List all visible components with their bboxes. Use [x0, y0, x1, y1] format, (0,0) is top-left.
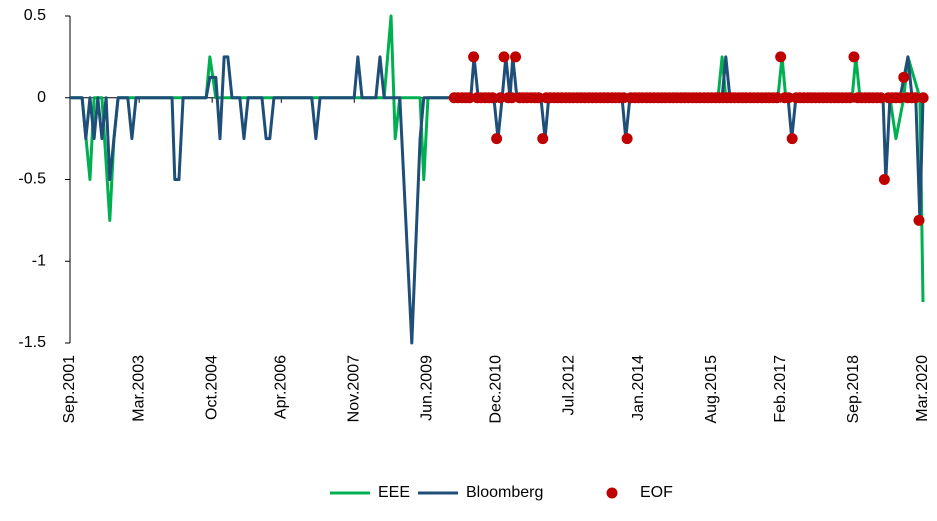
marker — [771, 92, 783, 104]
marker — [875, 92, 887, 104]
marker — [783, 92, 795, 104]
marker — [898, 71, 910, 83]
y-tick-label: -0.5 — [18, 171, 46, 188]
marker — [917, 92, 929, 104]
x-tick-label: Aug.2015 — [703, 355, 720, 424]
x-tick-label: Feb.2017 — [772, 355, 789, 423]
marker — [486, 92, 498, 104]
x-tick-label: Sep.2001 — [61, 355, 78, 424]
marker — [844, 92, 856, 104]
x-tick-label: Jun.2009 — [419, 355, 436, 421]
marker — [494, 92, 506, 104]
x-tick-label: Dec.2010 — [488, 355, 505, 424]
line-series — [70, 14, 925, 303]
legend-label: EEE — [378, 484, 410, 501]
marker — [909, 92, 921, 104]
x-tick-label: Mar.2020 — [914, 355, 931, 422]
marker — [848, 51, 860, 63]
x-tick-label: Sep.2018 — [845, 355, 862, 424]
marker — [491, 133, 503, 145]
legend-label: Bloomberg — [466, 484, 543, 501]
legend-marker — [606, 487, 618, 499]
x-tick-label: Jan.2014 — [630, 355, 647, 421]
marker — [468, 51, 480, 63]
legend-label: EOF — [640, 484, 673, 501]
marker — [533, 92, 545, 104]
x-tick-label: Nov.2007 — [346, 355, 363, 422]
marker — [510, 51, 522, 63]
y-tick-label: -1 — [32, 252, 46, 269]
x-tick-label: Apr.2006 — [273, 355, 290, 419]
marker — [506, 92, 518, 104]
y-tick-label: 0 — [37, 89, 46, 106]
x-tick-label: Jul.2012 — [561, 355, 578, 416]
line-series — [70, 55, 925, 345]
y-tick-label: -1.5 — [18, 334, 46, 351]
marker — [913, 214, 925, 226]
marker — [537, 133, 549, 145]
y-tick-label: 0.5 — [24, 7, 46, 24]
marker — [786, 133, 798, 145]
marker — [878, 174, 890, 185]
marker — [498, 51, 510, 63]
x-tick-label: Mar.2003 — [130, 355, 147, 422]
marker — [621, 133, 633, 145]
marker — [775, 51, 787, 63]
x-tick-label: Oct.2004 — [203, 355, 220, 420]
marker — [463, 92, 475, 104]
